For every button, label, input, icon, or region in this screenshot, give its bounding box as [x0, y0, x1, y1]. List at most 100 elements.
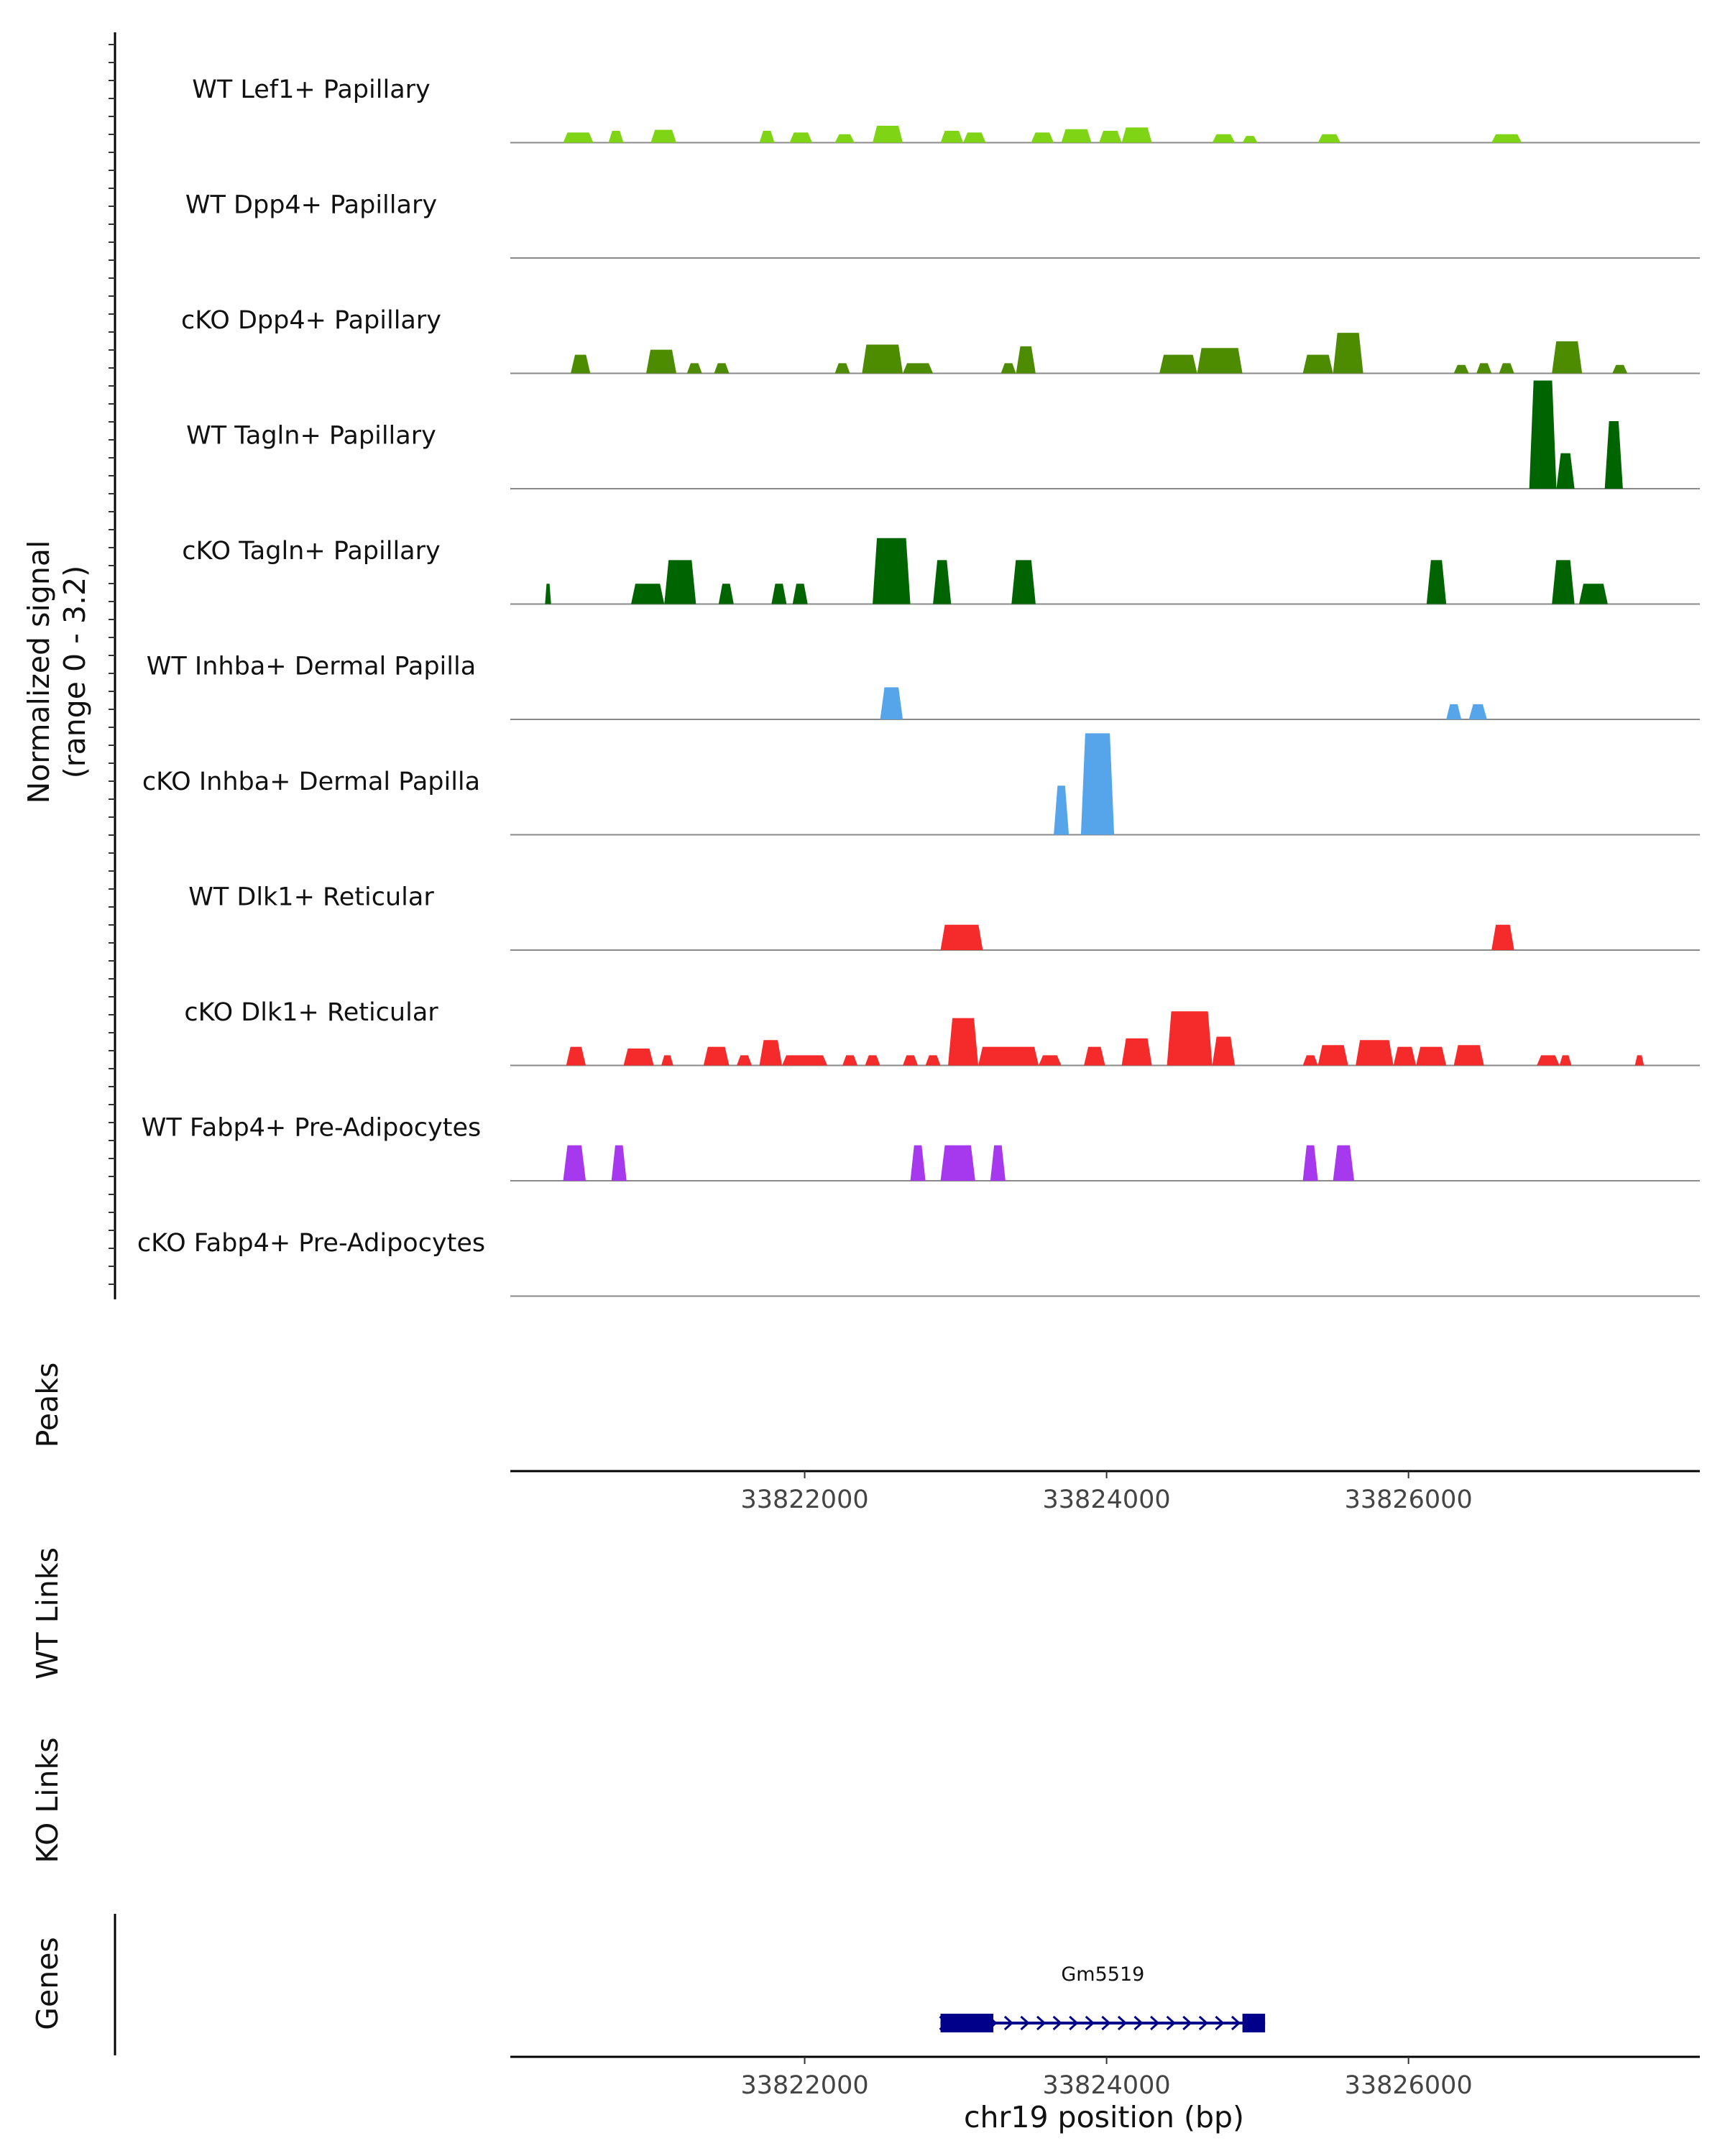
signal-peak	[1453, 364, 1469, 374]
x-tick-label: 33826000	[1345, 2071, 1473, 2100]
signal-peak	[1529, 380, 1557, 489]
signal-peak	[1302, 354, 1333, 374]
track-6: WT Inhba+ Dermal Papilla	[147, 653, 1700, 720]
track-label: cKO Dlk1+ Reticular	[184, 998, 438, 1027]
signal-peak	[1167, 1011, 1213, 1066]
signal-peak	[1212, 1036, 1236, 1066]
signal-peak	[834, 363, 850, 374]
signal-peak	[1552, 560, 1575, 604]
signal-peak	[940, 924, 983, 950]
signal-peak	[686, 363, 702, 374]
signal-peak	[1121, 1038, 1152, 1066]
signal-peak	[1242, 136, 1258, 143]
track-2: WT Dpp4+ Papillary	[185, 191, 1700, 259]
genes-row-label: Genes	[30, 1937, 65, 2030]
strand-arrow	[1166, 2015, 1176, 2031]
strand-arrow	[1182, 2015, 1192, 2031]
signal-peak	[1000, 363, 1016, 374]
signal-peak	[608, 131, 624, 143]
signal-peak	[661, 1055, 673, 1066]
signal-peak	[1212, 134, 1236, 143]
signal-peak	[571, 354, 591, 374]
signal-peak	[1552, 341, 1583, 374]
signal-peak	[664, 560, 696, 604]
signal-peak	[1356, 1040, 1394, 1066]
gene-annotation-track: Gm5519	[939, 1963, 1266, 2032]
coverage-tracks: WT Lef1+ Papillary WT Dpp4+ Papillary cKO …	[137, 75, 1700, 1297]
strand-arrow	[1085, 2015, 1095, 2031]
track-label: cKO Fabp4+ Pre-Adipocytes	[137, 1229, 485, 1258]
track-label: WT Lef1+ Papillary	[192, 75, 431, 104]
track-9: cKO Dlk1+ Reticular	[184, 998, 1700, 1067]
track-8: WT Dlk1+ Reticular	[188, 883, 1700, 951]
track-label: WT Tagln+ Papillary	[186, 422, 436, 451]
strand-arrow	[1036, 2015, 1046, 2031]
signal-peak	[737, 1055, 753, 1066]
strand-arrow	[1052, 2015, 1062, 2031]
signal-peak	[566, 1046, 586, 1066]
signal-peak	[865, 1055, 880, 1066]
x-tick-label: 33822000	[740, 1485, 868, 1514]
track-10: WT Fabp4+ Pre-Adipocytes	[142, 1114, 1700, 1181]
track-7: cKO Inhba+ Dermal Papilla	[142, 733, 1700, 836]
wt-links-row-label: WT Links	[30, 1547, 65, 1680]
strand-arrow	[1003, 2015, 1014, 2031]
peaks-row-label: Peaks	[30, 1363, 65, 1448]
signal-peak	[862, 344, 903, 374]
signal-peak	[792, 584, 808, 604]
signal-peak	[1054, 786, 1070, 835]
track-11: cKO Fabp4+ Pre-Adipocytes	[137, 1229, 1700, 1297]
signal-peak	[873, 125, 903, 143]
signal-peak	[1604, 420, 1623, 489]
x-tick-label: 33824000	[1043, 2071, 1171, 2100]
signal-peak	[1468, 704, 1487, 719]
signal-peak	[789, 132, 813, 143]
signal-peak	[1031, 132, 1054, 143]
track-label: cKO Inhba+ Dermal Papilla	[142, 768, 480, 796]
signal-peak	[1453, 1045, 1484, 1066]
signal-peak	[903, 1055, 919, 1066]
signal-peak	[1537, 1055, 1560, 1066]
signal-peak	[1061, 129, 1092, 143]
signal-peak	[1612, 364, 1628, 374]
signal-peak	[714, 363, 730, 374]
signal-peak	[880, 687, 903, 719]
signal-peak	[933, 560, 952, 604]
strand-arrow	[1230, 2015, 1241, 2031]
signal-peak	[1476, 363, 1492, 374]
signal-peak	[771, 584, 787, 604]
strand-arrow	[1020, 2015, 1030, 2031]
signal-peak	[1416, 1046, 1447, 1066]
gene-exon	[1242, 2014, 1266, 2032]
signal-peak	[1393, 1046, 1417, 1066]
signal-peak	[1099, 131, 1122, 143]
ko-links-row-label: KO Links	[30, 1737, 65, 1863]
signal-peak	[1039, 1055, 1062, 1066]
signal-peak	[990, 1145, 1006, 1181]
x-tick-label: 33824000	[1043, 1485, 1171, 1514]
track-label: WT Inhba+ Dermal Papilla	[147, 653, 476, 681]
signal-peak	[563, 1145, 586, 1181]
track-3: cKO Dpp4+ Papillary	[181, 306, 1700, 374]
strand-arrow	[1069, 2015, 1079, 2031]
signal-peak	[1302, 1145, 1318, 1181]
track-label: WT Dlk1+ Reticular	[188, 883, 434, 912]
signal-peak	[703, 1046, 730, 1066]
signal-peak	[718, 584, 734, 604]
signal-y-label-line2: (range 0 - 3.2)	[58, 566, 92, 778]
signal-peak	[1317, 1045, 1348, 1066]
signal-y-axis	[109, 32, 116, 1299]
signal-peak	[1317, 134, 1341, 143]
signal-peak	[978, 1046, 1039, 1066]
signal-peak	[1302, 1055, 1318, 1066]
signal-peak	[1446, 704, 1462, 719]
signal-peak	[940, 1145, 975, 1181]
signal-peak	[903, 363, 934, 374]
signal-peak	[1121, 127, 1152, 143]
signal-peak	[623, 1048, 654, 1066]
strand-arrow	[1150, 2015, 1160, 2031]
strand-arrow	[1198, 2015, 1209, 2031]
signal-peak	[782, 1055, 828, 1066]
signal-peak	[1084, 1046, 1105, 1066]
x-tick-label: 33822000	[740, 2071, 868, 2100]
